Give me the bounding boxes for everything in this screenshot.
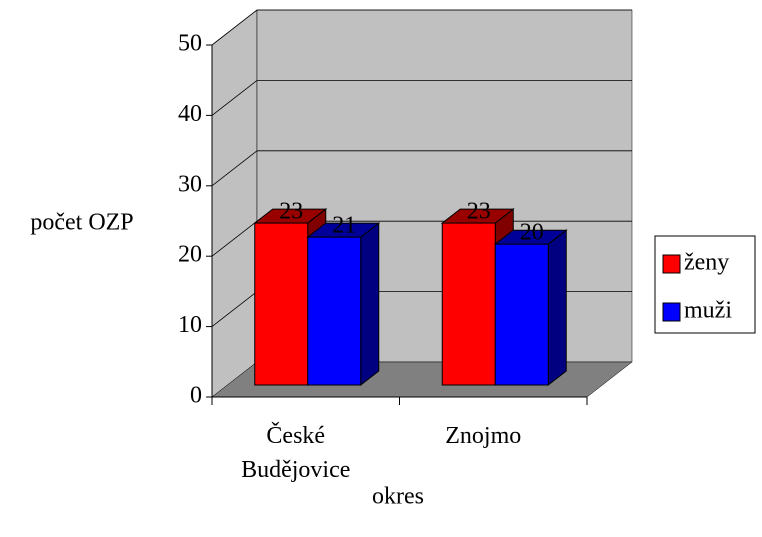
x-axis-label: okres [372, 484, 424, 510]
grid-line [211, 9, 258, 46]
left-wall [211, 9, 258, 398]
x-tick-label: České Budějovice [241, 422, 350, 483]
x-tick-label: Znojmo [445, 423, 521, 449]
y-tick-label: 20 [178, 242, 202, 268]
y-tick-label: 10 [178, 312, 202, 338]
grid-line [211, 80, 258, 116]
y-tick-label: 50 [178, 31, 202, 57]
value-label: 23 [279, 199, 303, 225]
value-label: 21 [332, 213, 356, 239]
bar-side [547, 229, 567, 387]
value-label: 23 [467, 199, 491, 225]
legend-label: ženy [684, 250, 729, 276]
grid-line [211, 220, 258, 257]
y-tick-label: 40 [178, 101, 202, 127]
grid-line [211, 291, 258, 327]
y-axis-label: počet OZP [30, 210, 133, 236]
bar [254, 222, 309, 386]
y-tick-label: 0 [190, 383, 202, 409]
bar [307, 236, 362, 386]
legend-label: muži [684, 298, 732, 324]
grid-line [211, 150, 258, 187]
value-label: 20 [520, 220, 544, 246]
legend-swatch [662, 302, 681, 322]
y-tick-label: 30 [178, 171, 202, 197]
bar [441, 222, 496, 386]
bar-side [360, 222, 380, 387]
bar [494, 243, 549, 386]
legend-swatch [662, 254, 681, 274]
